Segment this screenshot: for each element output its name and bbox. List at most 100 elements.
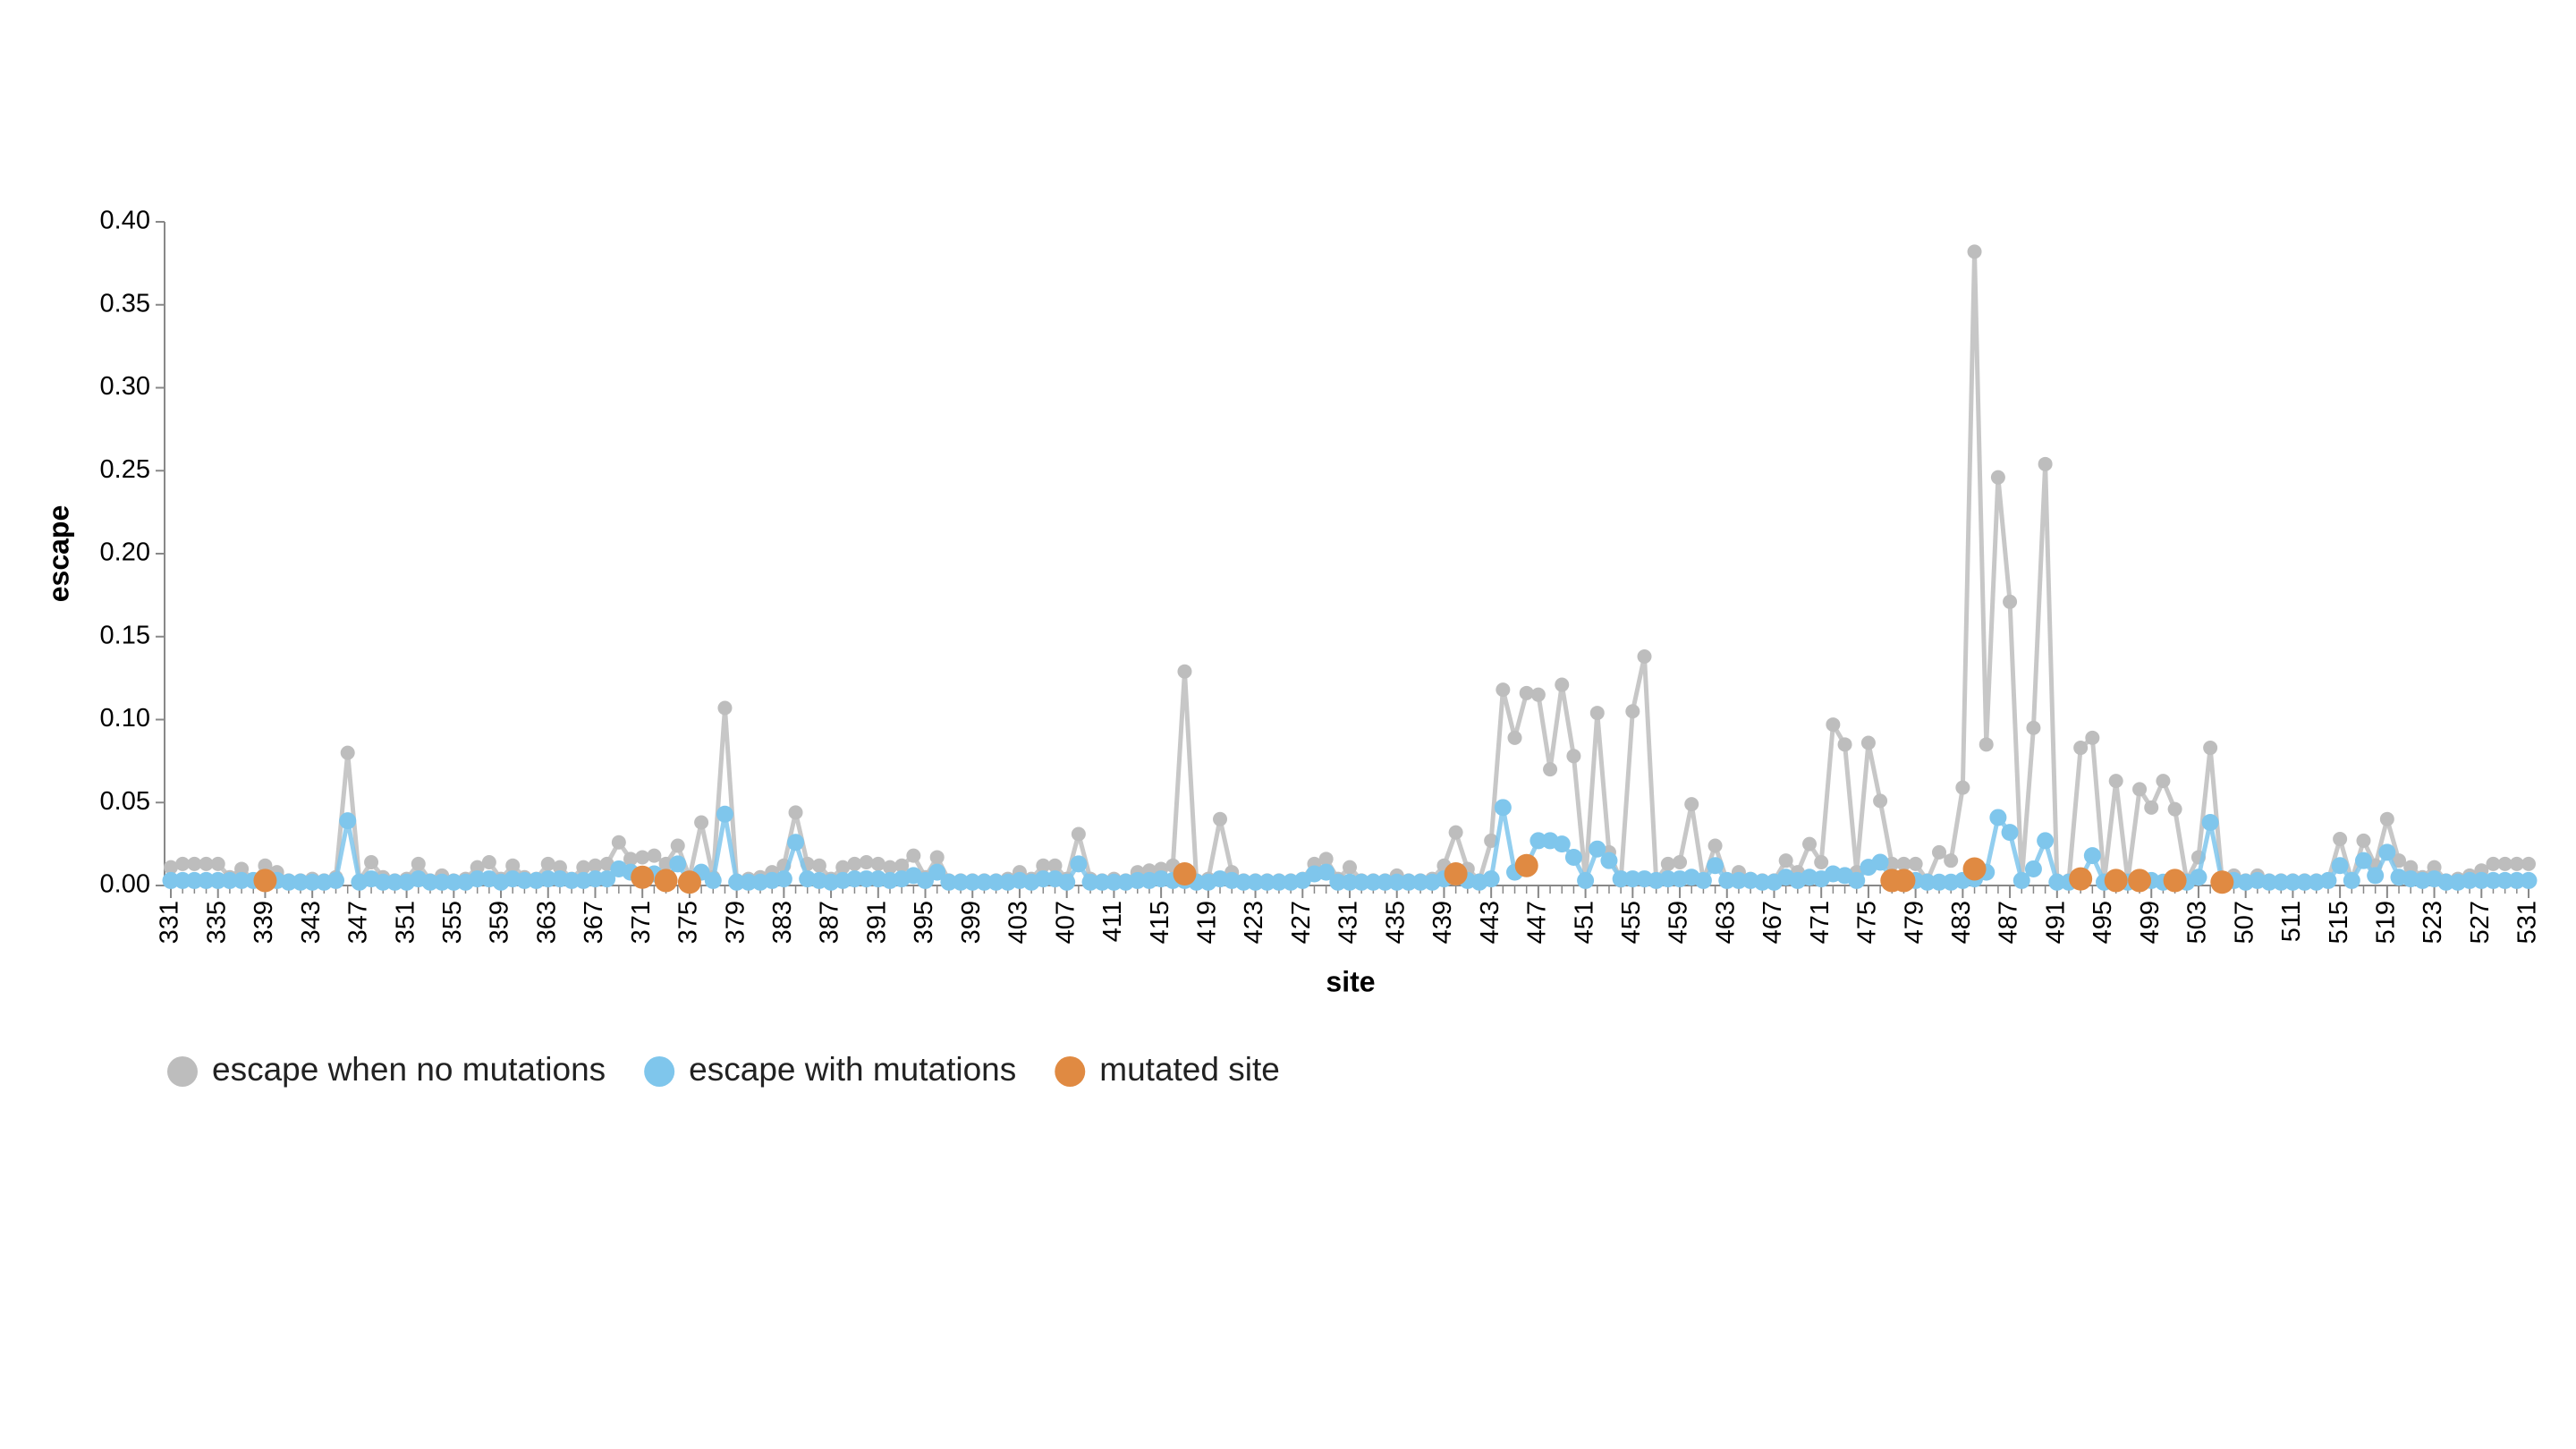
data-point bbox=[258, 858, 273, 873]
data-point bbox=[2048, 873, 2066, 891]
data-point bbox=[1589, 706, 1605, 721]
x-tick-label: 511 bbox=[2277, 901, 2306, 942]
data-point bbox=[162, 871, 180, 889]
data-point bbox=[2024, 860, 2042, 877]
x-tick-label: 399 bbox=[957, 901, 986, 944]
data-point bbox=[2403, 860, 2419, 875]
x-tick-label: 507 bbox=[2230, 901, 2258, 944]
data-point bbox=[1377, 873, 1394, 891]
x-tick-label: 499 bbox=[2136, 901, 2165, 944]
data-point bbox=[2333, 832, 2348, 847]
data-point bbox=[1873, 793, 1888, 809]
data-point bbox=[481, 855, 496, 870]
data-point bbox=[1173, 862, 1197, 886]
data-point bbox=[1802, 836, 1818, 852]
data-point bbox=[2379, 811, 2394, 826]
y-tick-label: 0.20 bbox=[100, 538, 150, 567]
data-point bbox=[210, 856, 225, 871]
x-tick-label: 495 bbox=[2089, 901, 2117, 944]
data-point bbox=[1612, 870, 1630, 888]
data-point bbox=[975, 873, 993, 891]
data-point bbox=[894, 858, 910, 873]
data-point bbox=[515, 871, 533, 889]
x-tick-label: 427 bbox=[1287, 901, 1316, 944]
x-tick-label: 347 bbox=[344, 901, 373, 944]
data-point bbox=[1955, 780, 1970, 795]
data-point bbox=[563, 871, 580, 889]
data-point bbox=[1318, 852, 1334, 867]
data-point bbox=[694, 815, 709, 830]
data-point bbox=[2069, 867, 2093, 891]
data-point bbox=[1177, 664, 1192, 679]
data-point bbox=[1896, 856, 1911, 871]
data-point bbox=[340, 745, 355, 760]
x-tick-label: 487 bbox=[1995, 901, 2023, 944]
data-point bbox=[1034, 870, 1052, 888]
x-tick-label: 447 bbox=[1523, 901, 1552, 944]
x-tick-label: 503 bbox=[2183, 901, 2212, 944]
y-axis-title: escape bbox=[42, 505, 74, 603]
data-point bbox=[1600, 852, 1618, 869]
data-point bbox=[952, 873, 970, 891]
x-tick-label: 379 bbox=[721, 901, 750, 944]
legend-label: escape with mutations bbox=[689, 1051, 1016, 1088]
data-point bbox=[2083, 847, 2101, 865]
data-point bbox=[677, 870, 701, 894]
data-point bbox=[187, 856, 202, 871]
data-point bbox=[1247, 873, 1265, 891]
data-point bbox=[704, 871, 722, 889]
x-tick-label: 367 bbox=[580, 901, 608, 944]
data-point bbox=[1352, 873, 1370, 891]
data-point bbox=[2104, 869, 2128, 893]
data-point bbox=[2484, 871, 2502, 889]
data-point bbox=[2296, 873, 2314, 891]
y-tick-label: 0.40 bbox=[100, 207, 150, 235]
data-point bbox=[1718, 871, 1736, 889]
data-point bbox=[1919, 873, 1936, 891]
data-point bbox=[2461, 871, 2479, 889]
data-point bbox=[1448, 825, 1463, 840]
y-tick-label: 0.15 bbox=[100, 621, 150, 649]
data-point bbox=[1105, 873, 1123, 891]
data-point bbox=[598, 870, 616, 888]
data-point bbox=[1826, 717, 1841, 733]
data-point bbox=[2392, 853, 2407, 869]
y-tick-label: 0.25 bbox=[100, 455, 150, 484]
data-point bbox=[505, 858, 521, 873]
data-point bbox=[1543, 762, 1558, 777]
data-point bbox=[2319, 871, 2337, 889]
data-point bbox=[728, 873, 746, 891]
x-tick-label: 491 bbox=[2041, 901, 2070, 944]
data-point bbox=[364, 855, 379, 870]
data-point bbox=[386, 873, 403, 891]
x-tick-label: 467 bbox=[1758, 901, 1787, 944]
data-point bbox=[2163, 869, 2187, 893]
data-point bbox=[928, 863, 946, 881]
x-tick-label: 415 bbox=[1146, 901, 1174, 944]
x-tick-label: 455 bbox=[1617, 901, 1646, 944]
data-point bbox=[2144, 800, 2159, 815]
data-point bbox=[588, 858, 603, 873]
data-point bbox=[1962, 857, 1987, 881]
x-tick-label: 531 bbox=[2513, 901, 2542, 944]
data-point bbox=[2508, 871, 2526, 889]
data-point bbox=[1932, 844, 1946, 860]
data-point bbox=[2190, 869, 2207, 886]
data-point bbox=[2486, 856, 2501, 871]
data-point bbox=[1930, 873, 1948, 891]
series-line bbox=[170, 249, 2529, 883]
legend-swatch bbox=[167, 1056, 198, 1087]
data-point bbox=[2521, 856, 2536, 871]
data-point bbox=[2201, 814, 2219, 832]
x-tick-label: 443 bbox=[1476, 901, 1504, 944]
data-point bbox=[2343, 871, 2360, 889]
x-tick-label: 335 bbox=[202, 901, 231, 944]
data-point bbox=[1318, 863, 1335, 881]
data-point bbox=[623, 852, 639, 867]
data-point bbox=[445, 873, 462, 891]
x-tick-label: 451 bbox=[1570, 901, 1598, 944]
data-point bbox=[1047, 858, 1063, 873]
data-point bbox=[174, 871, 191, 889]
data-point bbox=[2497, 856, 2512, 871]
data-point bbox=[1514, 853, 1538, 877]
